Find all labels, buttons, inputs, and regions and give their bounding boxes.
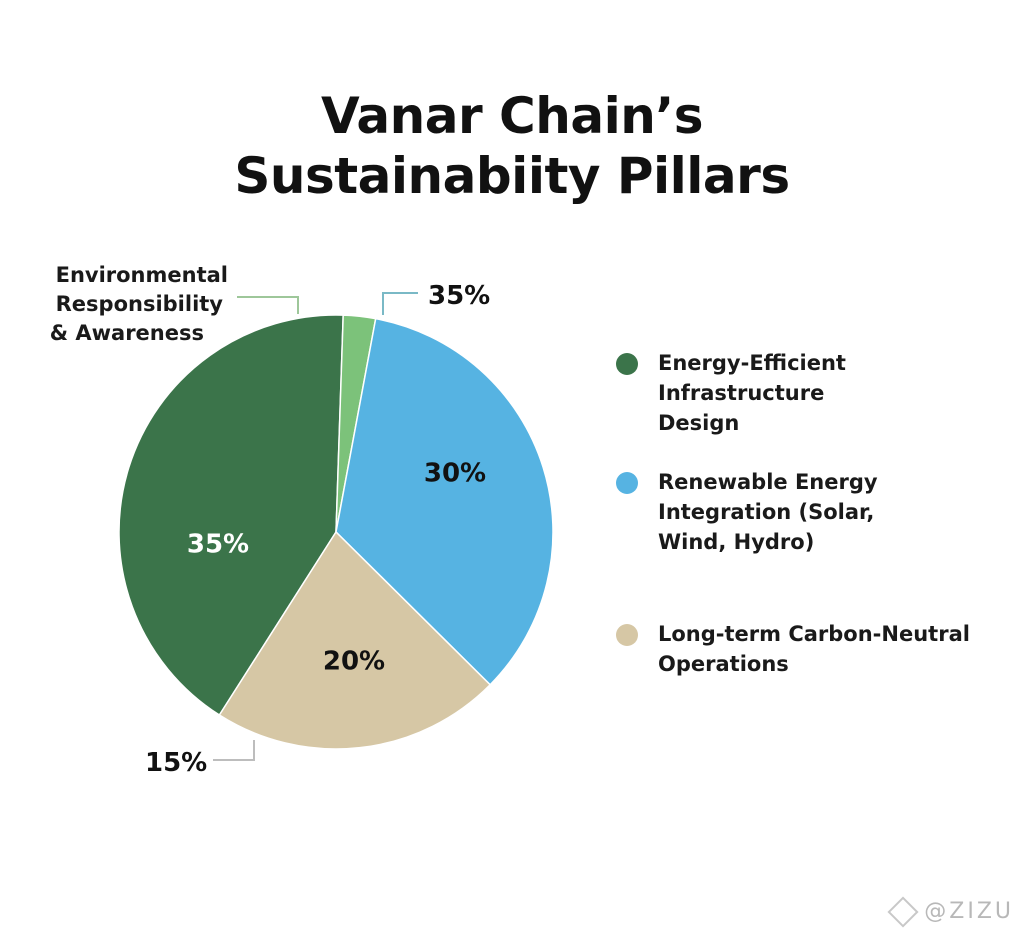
legend-item-energy-efficient: Energy-Efficient Infrastructure Design	[616, 348, 998, 438]
legend-item-carbon-neutral: Long-term Carbon-Neutral Operations	[616, 619, 998, 679]
callout-label-bottom-left: 15%	[145, 748, 207, 778]
watermark: @ZIZU	[887, 895, 1014, 928]
legend-label-carbon-neutral: Long-term Carbon-Neutral Operations	[658, 622, 970, 676]
leader-line-environmental	[237, 296, 299, 314]
callout-label-environmental-line: Environmental	[56, 263, 228, 287]
callout-label-top-right: 35%	[428, 281, 490, 311]
slice-energy-efficient	[118, 314, 344, 717]
leader-line-bottom-left	[213, 740, 255, 761]
data-label-renewable-energy: 30%	[424, 459, 486, 489]
legend-label-energy-efficient: Energy-Efficient Infrastructure Design	[658, 351, 846, 435]
slice-carbon-neutral	[218, 530, 492, 750]
data-label-carbon-neutral: 20%	[323, 647, 385, 677]
watermark-text: @ZIZU	[924, 899, 1014, 924]
leader-line-top-right	[382, 292, 418, 315]
legend-swatch-carbon-neutral	[616, 624, 638, 646]
data-label-energy-efficient: 35%	[187, 530, 249, 560]
legend-item-renewable-energy: Renewable Energy Integration (Solar, Win…	[616, 467, 998, 557]
chart-title: Vanar Chain’s Sustainabiity Pillars	[234, 87, 790, 205]
callout-label-environmental-line: & Awareness	[50, 321, 204, 345]
legend-swatch-energy-efficient	[616, 353, 638, 375]
diamond-logo-icon	[887, 895, 919, 928]
legend-label-renewable-energy: Renewable Energy Integration (Solar, Win…	[658, 470, 878, 554]
slice-renewable-energy	[335, 317, 554, 686]
callout-label-environmental-line: Responsibility	[56, 292, 224, 316]
legend-swatch-renewable-energy	[616, 472, 638, 494]
